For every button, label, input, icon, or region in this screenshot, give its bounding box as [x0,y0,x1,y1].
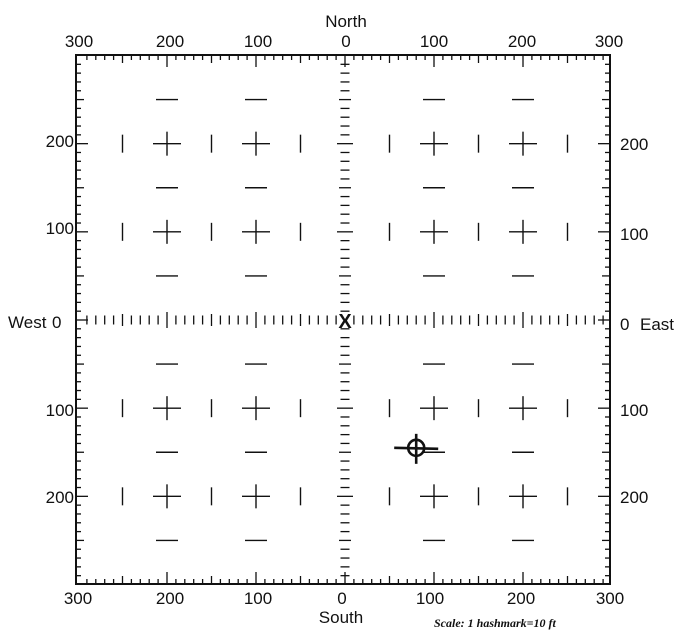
top-label-w200: 200 [156,32,184,51]
top-label-w100: 100 [244,32,272,51]
right-label-s100: 100 [620,401,648,420]
bottom-label-w200: 200 [156,589,184,608]
top-label-0: 0 [341,32,350,51]
bottom-label-e100: 100 [416,589,444,608]
east-label: East [640,315,674,334]
south-label: South [319,608,363,627]
origin-x-marker: X [338,311,352,333]
bottom-label-w300: 300 [64,589,92,608]
top-label-e200: 200 [508,32,536,51]
bottom-label-w100: 100 [244,589,272,608]
bottom-label-e200: 200 [507,589,535,608]
top-label-e300: 300 [595,32,623,51]
bottom-label-0: 0 [337,589,346,608]
grid-marks-layer [121,98,569,542]
left-label-0: 0 [52,313,61,332]
north-label: North [325,12,367,31]
west-label: West [8,313,47,332]
top-label-e100: 100 [420,32,448,51]
top-label-w300: 300 [65,32,93,51]
left-label-n200: 200 [46,132,74,151]
right-label-s200: 200 [620,488,648,507]
left-label-s100: 100 [46,401,74,420]
scale-note: Scale: 1 hashmark=10 ft [434,616,557,630]
right-label-n200: 200 [620,135,648,154]
target-crosshair-icon [394,433,439,464]
left-label-n100: 100 [46,219,74,238]
right-label-n100: 100 [620,225,648,244]
right-label-0: 0 [620,315,629,334]
left-label-s200: 200 [46,488,74,507]
bottom-label-e300: 300 [596,589,624,608]
map-frame [75,54,611,585]
